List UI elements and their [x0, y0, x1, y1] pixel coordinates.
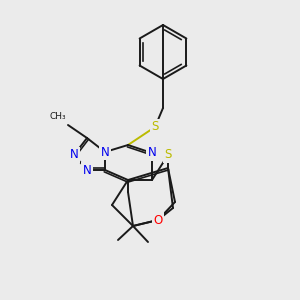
Text: CH₃: CH₃	[50, 112, 66, 121]
Text: S: S	[164, 148, 172, 161]
Text: N: N	[82, 164, 91, 176]
Text: N: N	[70, 148, 78, 161]
Text: O: O	[153, 214, 163, 226]
Text: S: S	[151, 121, 159, 134]
Text: N: N	[148, 146, 156, 160]
Text: N: N	[100, 146, 109, 158]
